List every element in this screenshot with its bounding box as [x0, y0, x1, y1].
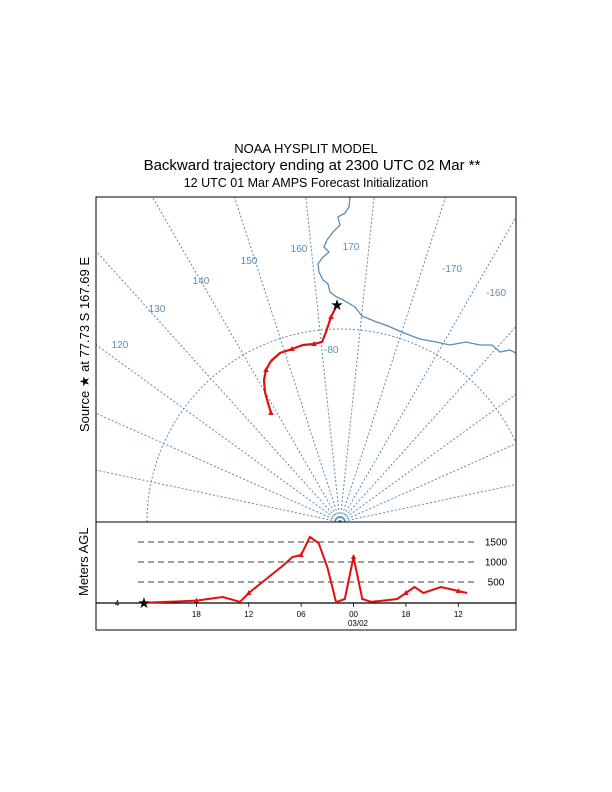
- map-panel: 120 130 140 150 160 170 -170 -160 -80 ★: [95, 196, 517, 523]
- x-tick-label: 12: [244, 610, 253, 619]
- meridian-lines: [96, 197, 516, 522]
- start-height-label: 4: [115, 599, 120, 608]
- height-marker: [455, 588, 461, 593]
- meridian-line: [305, 197, 341, 522]
- height-series-line: [143, 535, 468, 604]
- meridian-label: 140: [193, 276, 210, 287]
- coastline: [317, 197, 516, 354]
- height-marker: [246, 590, 252, 595]
- x-tick-label: 18: [401, 610, 410, 619]
- meridian-label: 170: [343, 242, 360, 253]
- meridian-line: [151, 197, 341, 522]
- height-marker: [350, 554, 357, 559]
- height-ref-label: 1000: [485, 558, 508, 569]
- trajectory-marker: [289, 346, 295, 351]
- meridian-line: [339, 443, 516, 522]
- chart-subtitle: Backward trajectory ending at 2300 UTC 0…: [144, 157, 481, 174]
- source-star-icon: ★: [330, 297, 343, 314]
- trajectory-marker: [311, 341, 317, 346]
- height-start-star-icon: ★: [137, 595, 150, 612]
- height-marker: [193, 597, 199, 603]
- height-ref-label: 1500: [485, 538, 508, 549]
- meridian-label: 150: [241, 256, 258, 267]
- meridian-label: 160: [291, 244, 308, 255]
- meridian-line: [339, 197, 447, 522]
- meridian-label: 120: [112, 340, 129, 351]
- chart-title: NOAA HYSPLIT MODEL: [234, 141, 378, 156]
- height-frame: [95, 521, 517, 631]
- height-ref-label: 500: [488, 578, 505, 589]
- height-marker: [298, 552, 304, 557]
- trajectory-marker: [268, 410, 274, 415]
- trajectory-hour-markers: [263, 314, 334, 415]
- latitude-circle-80: [146, 328, 516, 522]
- meridian-label: -170: [442, 264, 462, 275]
- x-tick-label: 18: [192, 610, 201, 619]
- height-axis-label: Meters AGL: [76, 527, 91, 596]
- meridian-label: 130: [149, 304, 166, 315]
- x-tick-label: 06: [297, 610, 306, 619]
- trajectory-path: [262, 304, 338, 414]
- source-location-label: Source ★ at 77.73 S 167.69 E: [77, 257, 92, 432]
- meridian-line: [339, 393, 516, 522]
- meridian-line: [339, 197, 375, 522]
- height-marker: [403, 590, 409, 595]
- meridian-line: [96, 250, 341, 522]
- meridian-line: [339, 484, 516, 522]
- meridian-line: [96, 344, 341, 522]
- date-label: 03/02: [348, 619, 369, 628]
- meridian-label: -160: [486, 288, 506, 299]
- meridian-line: [339, 216, 516, 522]
- meridian-line: [339, 325, 516, 522]
- trajectory-marker: [263, 367, 269, 372]
- trajectory-marker: [328, 314, 334, 319]
- x-tick-label: 00: [349, 610, 358, 619]
- latitude-label: -80: [324, 345, 339, 356]
- x-tick-label: 12: [454, 610, 463, 619]
- meridian-line: [96, 469, 341, 522]
- meridian-line: [96, 412, 341, 522]
- chart-subtitle-forecast: 12 UTC 01 Mar AMPS Forecast Initializati…: [184, 176, 429, 190]
- meridian-line: [233, 197, 341, 522]
- height-panel: 500 1000 1500 18 12 06 00 18 12 03/02 4 Meters …: [76, 521, 517, 631]
